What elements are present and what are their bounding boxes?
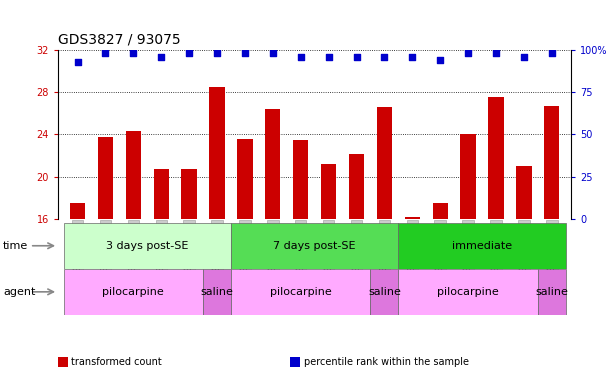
Point bbox=[156, 54, 166, 60]
Point bbox=[128, 50, 138, 56]
Bar bbox=[98, 137, 113, 219]
Point bbox=[491, 50, 501, 56]
Bar bbox=[349, 154, 364, 219]
Text: saline: saline bbox=[368, 287, 401, 297]
Point bbox=[185, 50, 194, 56]
Bar bbox=[516, 166, 532, 219]
Point bbox=[324, 54, 334, 60]
Point bbox=[463, 50, 473, 56]
Bar bbox=[398, 269, 538, 315]
Text: immediate: immediate bbox=[452, 241, 512, 251]
Text: pilocarpine: pilocarpine bbox=[270, 287, 332, 297]
Point bbox=[351, 54, 361, 60]
Text: agent: agent bbox=[3, 287, 35, 297]
Point bbox=[379, 54, 389, 60]
Bar bbox=[433, 203, 448, 219]
Bar bbox=[538, 269, 566, 315]
Point bbox=[519, 54, 529, 60]
Bar bbox=[203, 269, 231, 315]
Text: 3 days post-SE: 3 days post-SE bbox=[106, 241, 188, 251]
Bar bbox=[370, 269, 398, 315]
Bar bbox=[398, 223, 566, 269]
Point bbox=[296, 54, 306, 60]
Point bbox=[212, 50, 222, 56]
Text: pilocarpine: pilocarpine bbox=[437, 287, 499, 297]
Text: transformed count: transformed count bbox=[71, 357, 163, 367]
Text: time: time bbox=[3, 241, 28, 251]
Text: pilocarpine: pilocarpine bbox=[103, 287, 164, 297]
Point bbox=[101, 50, 111, 56]
Bar bbox=[321, 164, 336, 219]
Text: saline: saline bbox=[200, 287, 233, 297]
Point bbox=[240, 50, 250, 56]
Point bbox=[73, 59, 82, 65]
Bar bbox=[64, 269, 203, 315]
Bar bbox=[265, 109, 280, 219]
Bar bbox=[153, 169, 169, 219]
Bar bbox=[461, 134, 476, 219]
Bar bbox=[544, 106, 560, 219]
Bar bbox=[231, 223, 398, 269]
Bar bbox=[210, 87, 225, 219]
Bar bbox=[126, 131, 141, 219]
Bar bbox=[70, 203, 86, 219]
Point bbox=[547, 50, 557, 56]
Bar bbox=[181, 169, 197, 219]
Text: percentile rank within the sample: percentile rank within the sample bbox=[304, 357, 469, 367]
Text: GDS3827 / 93075: GDS3827 / 93075 bbox=[58, 32, 181, 46]
Text: 7 days post-SE: 7 days post-SE bbox=[273, 241, 356, 251]
Text: saline: saline bbox=[535, 287, 568, 297]
Bar bbox=[404, 217, 420, 219]
Point bbox=[408, 54, 417, 60]
Bar bbox=[64, 223, 231, 269]
Bar bbox=[488, 98, 503, 219]
Bar bbox=[231, 269, 370, 315]
Bar bbox=[377, 107, 392, 219]
Bar bbox=[237, 139, 252, 219]
Point bbox=[435, 57, 445, 63]
Point bbox=[268, 50, 278, 56]
Bar bbox=[293, 140, 309, 219]
